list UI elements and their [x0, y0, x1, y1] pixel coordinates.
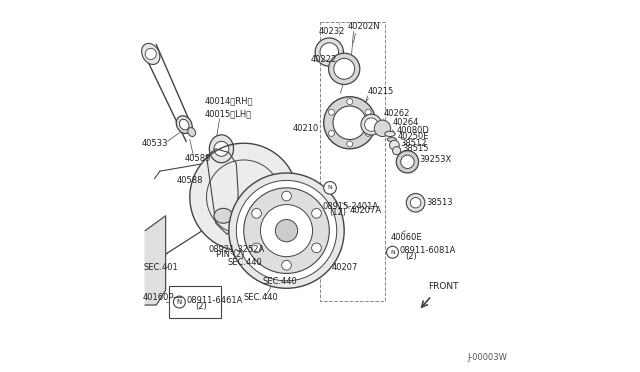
Text: 39253X: 39253X: [420, 155, 452, 164]
Text: 40588: 40588: [177, 176, 204, 185]
Circle shape: [365, 118, 378, 131]
Ellipse shape: [209, 135, 234, 163]
Text: 40060E: 40060E: [390, 233, 422, 242]
Text: 40207A: 40207A: [349, 206, 382, 215]
Text: 08911-6081A: 08911-6081A: [400, 246, 456, 255]
Circle shape: [328, 131, 334, 137]
Text: 40250E: 40250E: [398, 132, 429, 141]
Circle shape: [374, 120, 390, 137]
Polygon shape: [207, 149, 238, 234]
Circle shape: [410, 198, 421, 208]
Circle shape: [365, 131, 371, 137]
Text: 40262: 40262: [383, 109, 410, 118]
Text: (2): (2): [405, 252, 417, 261]
Text: 08911-6461A: 08911-6461A: [187, 296, 243, 305]
Circle shape: [173, 296, 186, 308]
Circle shape: [324, 182, 337, 194]
Circle shape: [406, 193, 425, 212]
Text: 40207: 40207: [332, 263, 358, 272]
Text: 40160P―: 40160P―: [142, 293, 182, 302]
Circle shape: [390, 140, 399, 150]
Wedge shape: [190, 143, 294, 251]
Circle shape: [244, 188, 330, 273]
Circle shape: [328, 53, 360, 84]
Circle shape: [365, 109, 371, 115]
Text: 40080D: 40080D: [396, 126, 429, 135]
Text: PIN (2): PIN (2): [216, 250, 244, 259]
Circle shape: [320, 43, 339, 61]
Ellipse shape: [141, 44, 160, 64]
Ellipse shape: [387, 138, 396, 141]
Text: (2): (2): [195, 302, 207, 311]
Text: N: N: [328, 185, 332, 190]
Text: 40202N: 40202N: [348, 22, 381, 31]
Text: N: N: [390, 250, 395, 255]
Text: 38512: 38512: [401, 139, 428, 148]
Circle shape: [252, 243, 261, 253]
Circle shape: [214, 141, 229, 156]
Text: 40215: 40215: [367, 87, 394, 96]
Circle shape: [401, 155, 414, 169]
Circle shape: [334, 58, 355, 79]
Text: N: N: [177, 299, 182, 305]
Text: 40210: 40210: [293, 124, 319, 133]
Text: SEC.440: SEC.440: [227, 258, 262, 267]
Circle shape: [347, 141, 353, 147]
Circle shape: [252, 208, 261, 218]
Text: 38513: 38513: [426, 198, 453, 207]
Ellipse shape: [179, 119, 189, 130]
Circle shape: [324, 97, 376, 149]
Circle shape: [282, 260, 291, 270]
Polygon shape: [145, 216, 166, 305]
Circle shape: [347, 99, 353, 105]
Circle shape: [145, 48, 156, 60]
Text: 38515: 38515: [402, 144, 428, 153]
Circle shape: [315, 38, 344, 66]
Text: SEC.401: SEC.401: [143, 263, 178, 272]
Circle shape: [361, 114, 381, 135]
Text: SEC.440: SEC.440: [244, 293, 278, 302]
Text: 40015〈LH〉: 40015〈LH〉: [205, 109, 252, 118]
Ellipse shape: [176, 116, 192, 134]
Ellipse shape: [188, 128, 196, 137]
Text: FRONT: FRONT: [429, 282, 459, 291]
Circle shape: [260, 205, 312, 257]
Text: (12): (12): [330, 208, 346, 217]
Text: J-00003W: J-00003W: [467, 353, 507, 362]
Circle shape: [396, 151, 419, 173]
Circle shape: [236, 180, 337, 281]
Text: 08921-3252A: 08921-3252A: [209, 245, 265, 254]
Text: 40533: 40533: [141, 139, 168, 148]
Circle shape: [229, 173, 344, 288]
Text: SEC.440: SEC.440: [262, 278, 297, 286]
FancyBboxPatch shape: [170, 286, 221, 318]
Circle shape: [387, 246, 399, 258]
Circle shape: [328, 109, 334, 115]
Text: 40589: 40589: [184, 154, 211, 163]
Circle shape: [333, 106, 367, 140]
Ellipse shape: [214, 208, 232, 223]
Ellipse shape: [385, 131, 395, 137]
Circle shape: [392, 147, 401, 155]
Circle shape: [312, 208, 321, 218]
Circle shape: [275, 219, 298, 242]
Text: 40264: 40264: [392, 118, 419, 127]
Text: 40014〈RH〉: 40014〈RH〉: [205, 96, 253, 105]
Circle shape: [282, 191, 291, 201]
Text: 40232: 40232: [318, 27, 344, 36]
Text: 40222: 40222: [310, 55, 337, 64]
Text: 08915-2401A: 08915-2401A: [323, 202, 379, 211]
Circle shape: [312, 243, 321, 253]
